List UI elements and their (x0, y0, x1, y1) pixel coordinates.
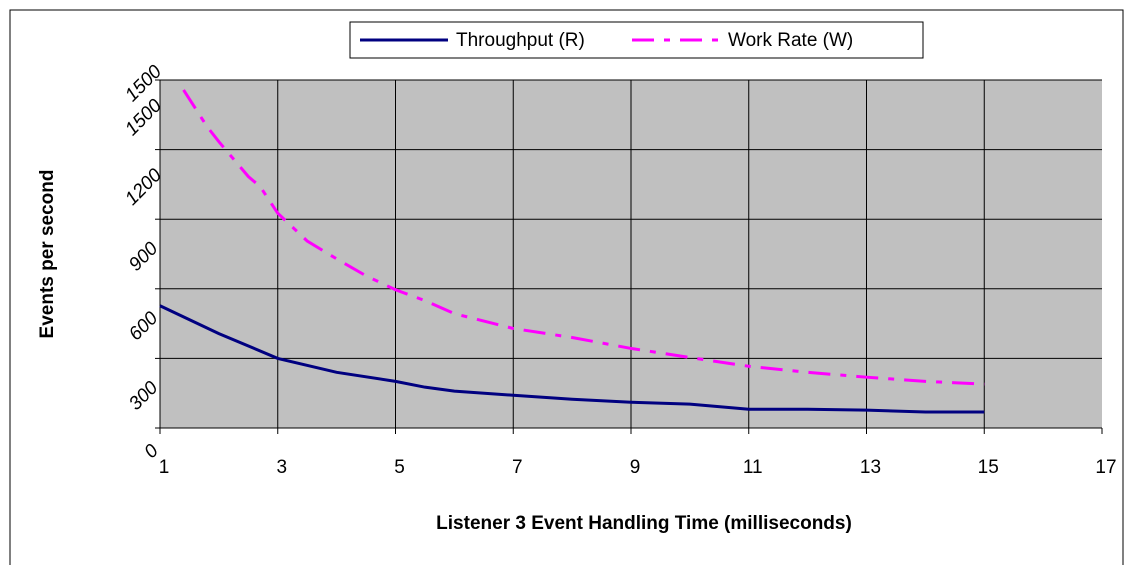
series-line (182, 89, 985, 386)
x-tick-label: 9 (630, 457, 641, 478)
x-tick-label: 17 (1095, 457, 1116, 478)
x-tick-label: 1 (159, 457, 170, 478)
x-tick-label: 15 (978, 457, 999, 478)
x-axis-label: Listener 3 Event Handling Time (millisec… (436, 513, 852, 534)
y-axis-label: Events per second (37, 170, 58, 339)
x-tick-label: 5 (394, 457, 405, 478)
x-tick-label: 7 (512, 457, 523, 478)
x-tick-label: 13 (860, 457, 881, 478)
series-line (159, 304, 985, 414)
x-tick-label: 3 (276, 457, 287, 478)
legend-label: Throughput (R) (456, 30, 585, 51)
x-tick-label: 11 (743, 457, 763, 478)
legend-label: Work Rate (W) (728, 30, 853, 51)
